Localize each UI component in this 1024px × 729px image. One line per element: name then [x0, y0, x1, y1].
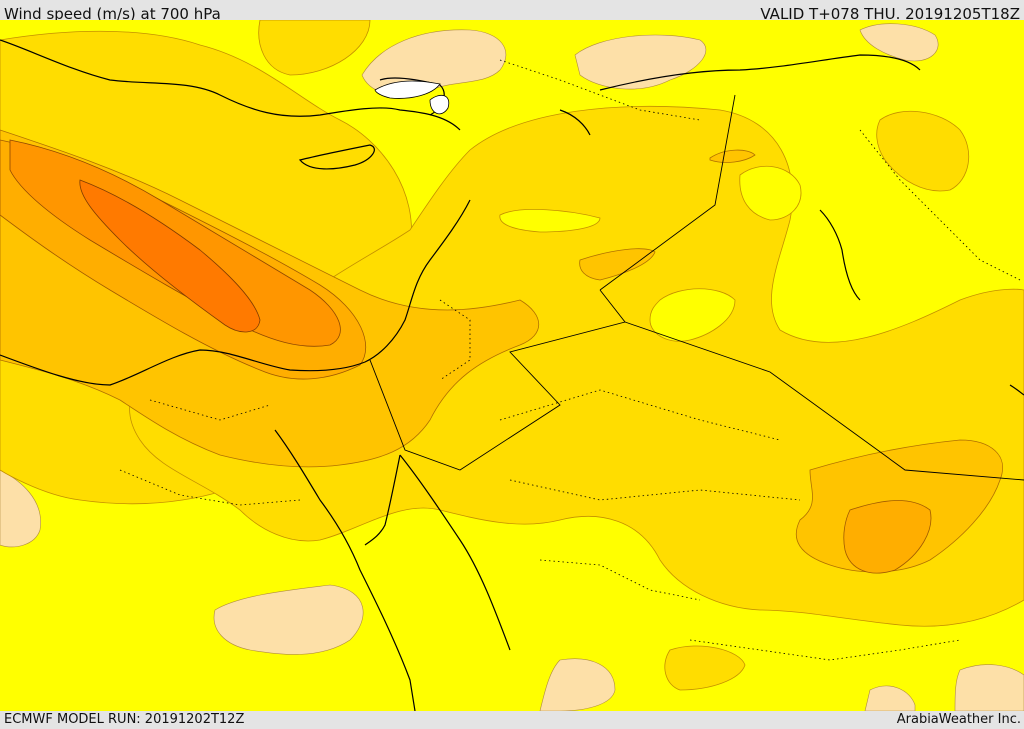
map-header: Wind speed (m/s) at 700 hPa VALID T+078 … — [0, 0, 1024, 20]
map-title: Wind speed (m/s) at 700 hPa — [4, 5, 221, 20]
map-footer: ECMWF MODEL RUN: 20191202T12Z ArabiaWeat… — [0, 711, 1024, 729]
credit: ArabiaWeather Inc. — [896, 712, 1021, 727]
model-run: ECMWF MODEL RUN: 20191202T12Z — [4, 712, 245, 727]
wind-contour-max — [79, 179, 261, 333]
valid-time: VALID T+078 THU. 20191205T18Z — [760, 5, 1020, 20]
wind-speed-map — [0, 20, 1024, 711]
borders — [369, 94, 1024, 481]
coastlines — [0, 39, 1024, 711]
internal-boundaries — [119, 59, 1021, 661]
water-bodies — [374, 80, 450, 115]
weak-wind-islands — [499, 166, 802, 342]
calm-areas — [0, 23, 1024, 711]
